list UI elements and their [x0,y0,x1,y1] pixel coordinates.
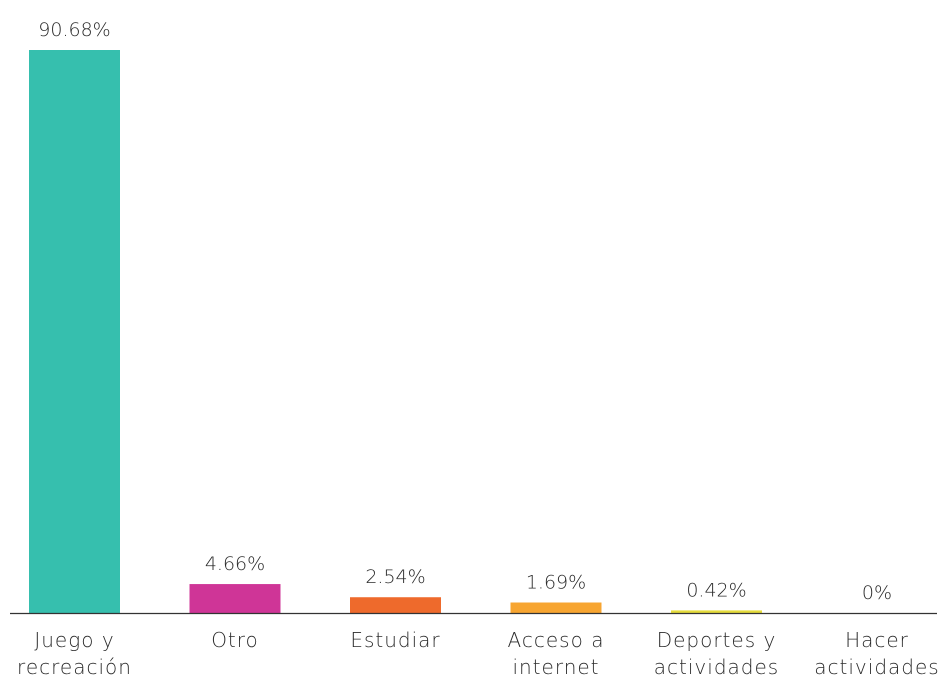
bars-layer [29,50,762,613]
category-label-line: Acceso a [508,628,605,652]
value-label-0: 90.68% [38,19,110,41]
value-label-2: 2.54% [365,566,425,588]
category-label-line: actividades [814,655,939,679]
category-label-4: Deportes y actividades [654,628,779,679]
category-label-line: actividades [654,655,779,679]
category-label-5: Hacer actividades [814,628,939,679]
value-labels-layer: 90.68% 4.66% 2.54% 1.69% 0.42% 0% [38,19,892,604]
category-label-1: Otro [211,628,259,652]
category-labels-layer: Juego y recreación Otro Estudiar Acceso a int… [17,628,939,679]
value-label-5: 0% [862,582,892,604]
category-label-line: Hacer [845,628,909,652]
bar-2 [350,597,441,613]
bar-1 [189,584,281,613]
category-label-line: Estudiar [350,628,440,652]
category-label-0: Juego y recreación [17,628,132,679]
category-label-line: Otro [211,628,259,652]
bar-0 [29,50,120,613]
category-label-3: Acceso a internet [508,628,605,679]
value-label-4: 0.42% [686,579,746,601]
category-label-line: Deportes y [657,628,777,652]
bar-4 [671,610,762,613]
category-label-line: Juego y [34,628,114,652]
category-label-line: internet [512,655,599,679]
value-label-3: 1.69% [526,572,586,594]
bar-3 [510,602,602,613]
category-label-2: Estudiar [350,628,440,652]
value-label-1: 4.66% [205,553,265,575]
category-label-line: recreación [17,655,132,679]
